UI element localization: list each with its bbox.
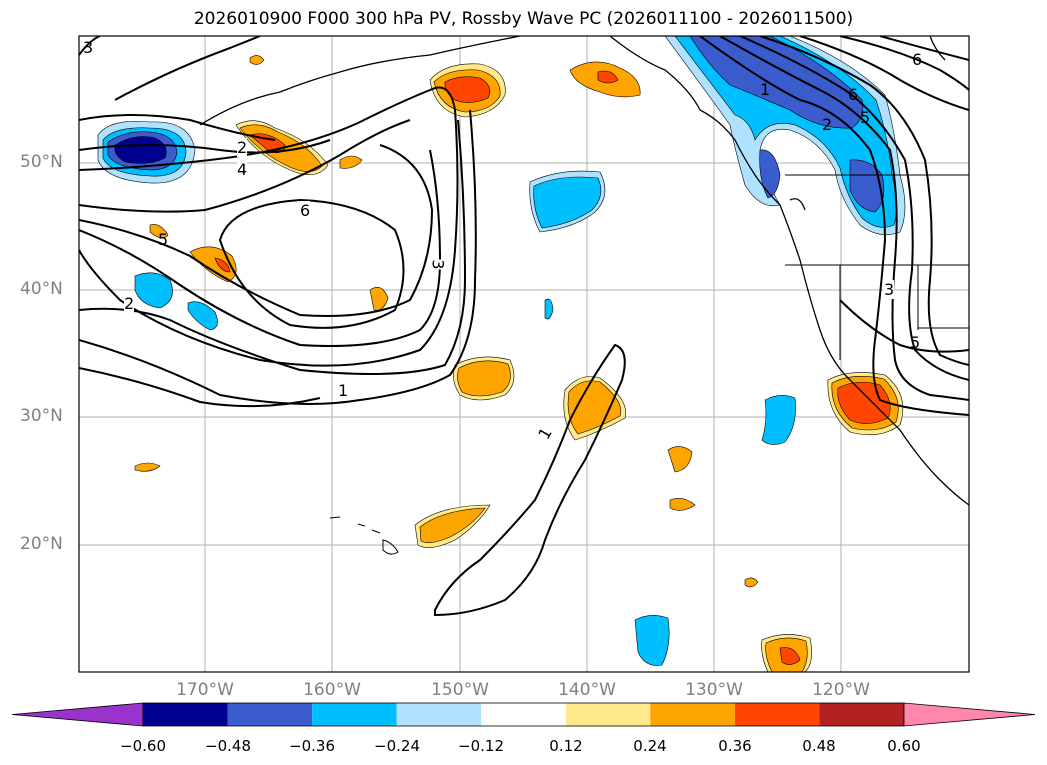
contour-label: 1 [760, 80, 771, 99]
lat-label: 40°N [20, 279, 63, 299]
colorbar [11, 702, 1036, 727]
colorbar-segment [227, 703, 313, 726]
colorbar-segment [396, 703, 482, 726]
lon-label: 120°W [812, 680, 870, 700]
contour-label: 6 [912, 50, 923, 69]
colorbar-segment [565, 703, 651, 726]
colorbar-segment [903, 702, 1036, 727]
contour-label: 5 [158, 230, 169, 249]
lat-label: 50°N [20, 152, 63, 172]
positive-anomalies [134, 55, 904, 672]
contour-label: 2 [822, 115, 833, 134]
contour-label: 2 [124, 294, 135, 313]
colorbar-tick: 0.48 [802, 737, 836, 755]
lon-label: 130°W [685, 680, 743, 700]
colorbar-tick: −0.48 [205, 737, 251, 755]
hawaii-islands [329, 516, 399, 555]
colorbar-tick: −0.60 [120, 737, 166, 755]
coastlines [199, 36, 969, 506]
lon-label: 140°W [558, 680, 616, 700]
colorbar-tick: −0.12 [458, 737, 504, 755]
pv-contours [79, 36, 969, 617]
colorbar-segment [143, 703, 228, 726]
contour-label: 6 [848, 85, 859, 104]
colorbar-segment [11, 702, 144, 727]
contour-label: 3 [884, 280, 895, 299]
lon-label: 170°W [176, 680, 234, 700]
colorbar-tick: 0.60 [887, 737, 921, 755]
contour-label: 4 [237, 160, 248, 179]
contour-label: 3 [428, 259, 448, 270]
colorbar-tick: 0.24 [633, 737, 667, 755]
colorbar-tick: −0.24 [374, 737, 420, 755]
contour-label: 6 [300, 201, 311, 220]
colorbar-segment [734, 703, 820, 726]
colorbar-segment [481, 703, 566, 726]
colorbar-segment [312, 703, 397, 726]
contour-label: 3 [83, 38, 94, 57]
lat-label: 20°N [20, 534, 63, 554]
colorbar-segment [819, 703, 904, 726]
lon-label: 160°W [303, 680, 361, 700]
colorbar-tick: −0.36 [289, 737, 335, 755]
map-title: 2026010900 F000 300 hPa PV, Rossby Wave … [193, 9, 854, 29]
lat-label: 30°N [20, 406, 63, 426]
map-frame [78, 35, 970, 673]
contour-label: 5 [910, 333, 921, 352]
contour-label: 1 [338, 381, 349, 400]
colorbar-tick: 0.12 [549, 737, 583, 755]
colorbar-tick: 0.36 [718, 737, 752, 755]
contour-label: 5 [860, 108, 871, 127]
colorbar-segment [650, 703, 735, 726]
lon-label: 150°W [431, 680, 489, 700]
contour-label: 2 [237, 138, 248, 157]
